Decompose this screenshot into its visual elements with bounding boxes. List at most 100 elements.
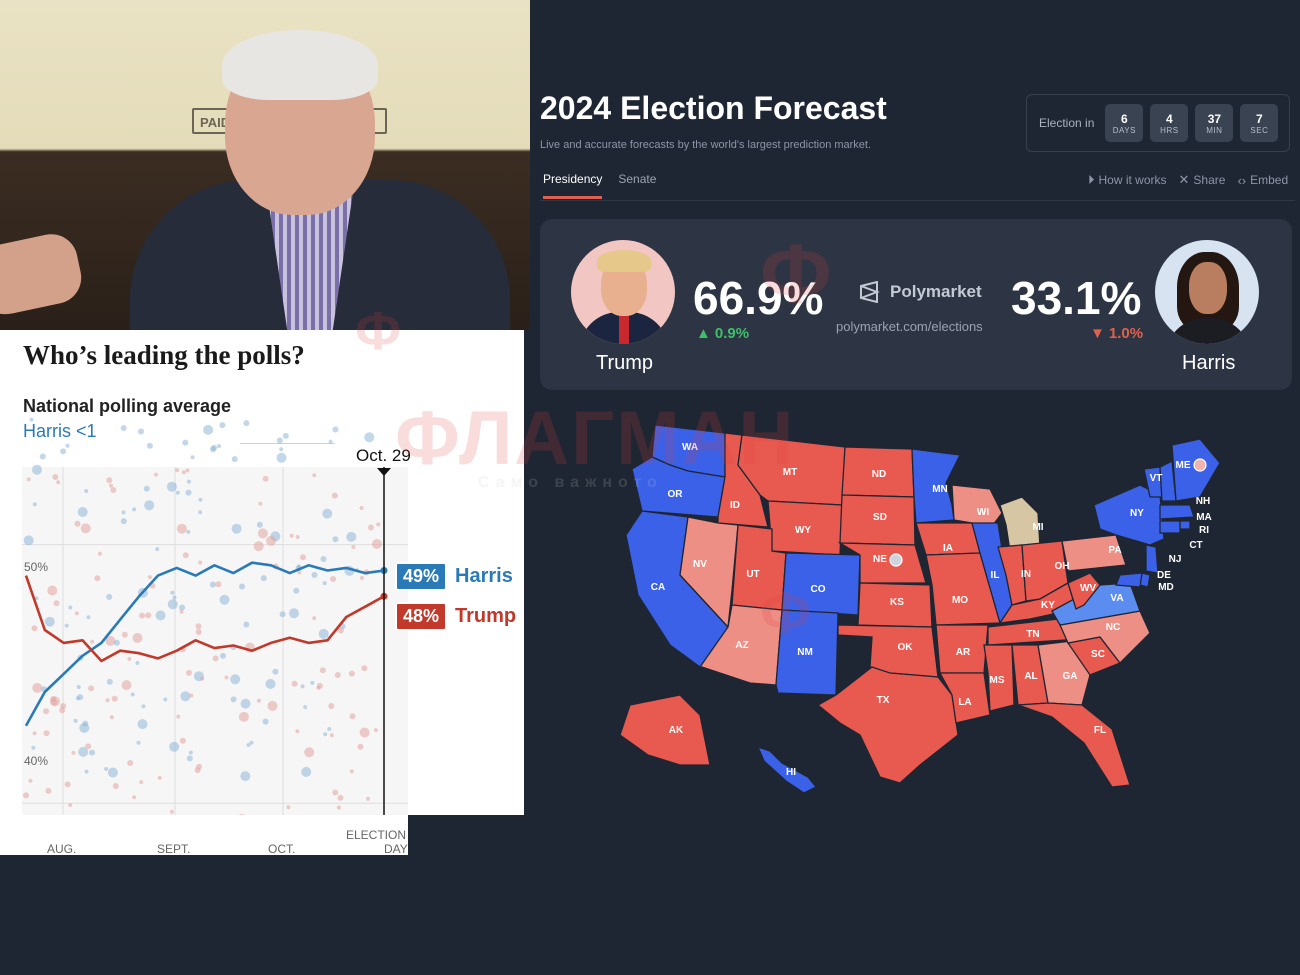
state-ri [1179,520,1191,530]
poll-dots [23,417,382,824]
harris-poll-dot [328,439,333,444]
harris-poll-label: 49% Harris [395,562,513,591]
play-circle-icon: ⏵ [1088,172,1095,187]
harris-poll-dot [32,502,37,507]
trump-poll-dot [176,714,181,719]
state-label-co: CO [811,584,826,595]
harris-poll-dot [106,593,113,600]
harris-poll-dot [262,718,269,725]
state-label-va: VA [1110,593,1123,604]
embed-link[interactable]: ‹› Embed [1237,172,1288,188]
harris-poll-dot [217,444,221,449]
forecast-title: 2024 Election Forecast [540,90,887,126]
state-label-nj: NJ [1169,554,1182,565]
trump-poll-dot [359,727,370,738]
state-label-in: IN [1021,569,1031,580]
trump-poll-dot [32,682,43,693]
harris-poll-dot [182,439,189,446]
harris-poll-dot [260,575,267,582]
x-tick-oct: OCT. [268,842,295,855]
harris-poll-dot [163,697,168,702]
trump-poll-dot [43,708,50,715]
state-label-al: AL [1024,671,1037,682]
trump-poll-dot [195,623,202,630]
countdown-unit: DAYS [1112,125,1136,135]
trump-poll-dot [300,554,306,561]
state-label-fl: FL [1094,725,1106,736]
harris-poll-dot [120,425,127,431]
trump-poll-dot [198,560,203,565]
state-label-mn: MN [932,484,948,495]
poll-subtitle: National polling average [23,396,232,416]
countdown-unit: HRS [1160,125,1179,135]
trump-poll-dot [32,731,37,736]
trump-poll-dot [97,551,102,556]
tab-presidency[interactable]: Presidency [543,172,603,199]
state-ct [1159,520,1181,534]
harris-poll-dot [121,510,126,515]
trump-poll-dot [105,698,110,703]
trump-poll-dot [286,805,291,810]
harris-poll-dot [231,456,238,463]
trump-poll-dot [348,670,355,677]
state-nj [1145,544,1159,574]
trump-poll-dot [368,524,374,531]
polymarket-logo-icon [860,281,880,303]
trump-poll-dot [132,633,143,643]
trump-poll-dot [200,676,205,681]
harris-poll-dot [198,497,203,502]
trump-poll-dot [186,669,192,676]
harris-poll-dot [175,490,180,495]
split-vote-marker [889,553,903,567]
harris-poll-dot [167,599,178,610]
state-label-nm: NM [797,647,813,658]
trump-poll-dot [361,665,368,672]
trump-poll-dot [373,728,378,733]
state-label-mi: MI [1032,522,1043,533]
harris-poll-dot [136,740,141,745]
poll-headline: Who’s leading the polls? [23,340,305,370]
how-it-works-link[interactable]: ⏵ How it works [1088,172,1167,188]
harris-poll-dot [186,479,191,484]
state-label-wy: WY [795,525,811,536]
tab-senate[interactable]: Senate [618,172,657,186]
divider [240,443,335,444]
poll-chart: 50% 40% [22,417,408,855]
harris-change-value: 1.0% [1108,325,1144,342]
harris-poll-dot [141,704,146,709]
harris-poll-dot [243,621,250,628]
harris-poll-dot [327,727,332,731]
trump-poll-dot [181,470,186,475]
harris-poll-dot [86,615,91,620]
state-label-nc: NC [1106,622,1120,633]
trump-poll-dot [182,552,189,559]
harris-poll-dot [104,767,109,771]
x-tick-election: ELECTION [346,828,406,842]
trump-poll-dot [337,794,344,801]
trump-poll-dot [121,631,128,638]
x-axis-labels: AUG. SEPT. OCT. ELECTION DAY [47,828,408,856]
state-label-tx: TX [877,695,890,706]
state-label-md: MD [1158,582,1174,593]
trump-poll-dot [337,627,344,634]
harris-poll-dot [84,769,89,774]
trump-poll-dot [196,763,202,770]
countdown-minutes: 37 MIN [1195,104,1234,142]
brand-name: Polymarket [890,282,982,301]
share-link[interactable]: ✕ Share [1179,172,1226,188]
trump-poll-dot [132,795,137,800]
trump-poll-dot [329,733,334,738]
trump-poll-dot [336,805,341,810]
trump-poll-dot [289,533,294,538]
state-label-ga: GA [1063,671,1078,682]
trump-poll-dot [349,713,356,720]
harris-poll-dot [282,432,289,439]
harris-poll-dot [166,481,177,492]
harris-poll-dot [346,531,357,542]
state-label-me: ME [1176,460,1191,471]
harris-poll-dot [146,442,153,449]
countdown-label: Election in [1039,116,1095,130]
state-label-ar: AR [956,647,971,658]
harris-poll-dot [78,746,89,757]
brand-url[interactable]: polymarket.com/elections [836,319,983,334]
